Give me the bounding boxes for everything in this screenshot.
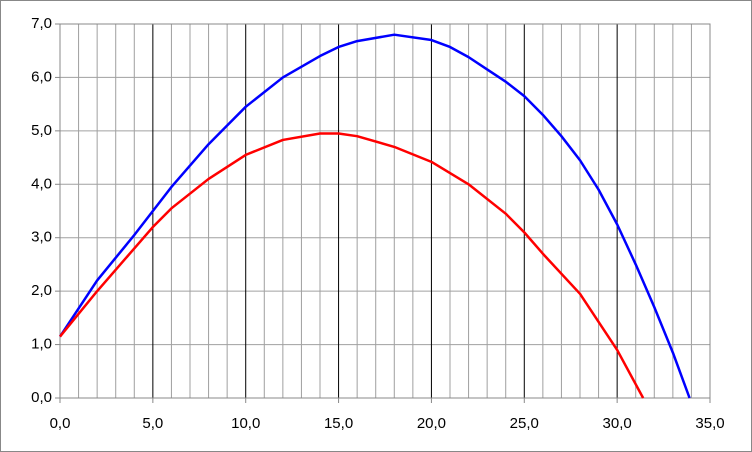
y-tick-label: 3,0 [31, 229, 52, 246]
x-tick-label: 0,0 [50, 415, 71, 432]
x-tick-label: 30,0 [603, 415, 632, 432]
y-tick-label: 5,0 [31, 122, 52, 139]
data-line [58, 33, 691, 399]
plot [58, 33, 691, 399]
x-tick-label: 35,0 [695, 415, 724, 432]
y-tick-label: 2,0 [31, 282, 52, 299]
grid [55, 23, 711, 403]
y-tick-label: 0,0 [31, 389, 52, 406]
x-tick-label: 15,0 [324, 415, 353, 432]
data-line [59, 132, 645, 399]
y-tick-label: 4,0 [31, 175, 52, 192]
x-tick-label: 25,0 [510, 415, 539, 432]
x-tick-label: 10,0 [231, 415, 260, 432]
x-tick-label: 20,0 [417, 415, 446, 432]
y-tick-label: 6,0 [31, 68, 52, 85]
x-tick-label: 5,0 [142, 415, 163, 432]
y-tick-label: 7,0 [31, 15, 52, 32]
plot-area-border [59, 23, 711, 399]
y-tick-label: 1,0 [31, 336, 52, 353]
